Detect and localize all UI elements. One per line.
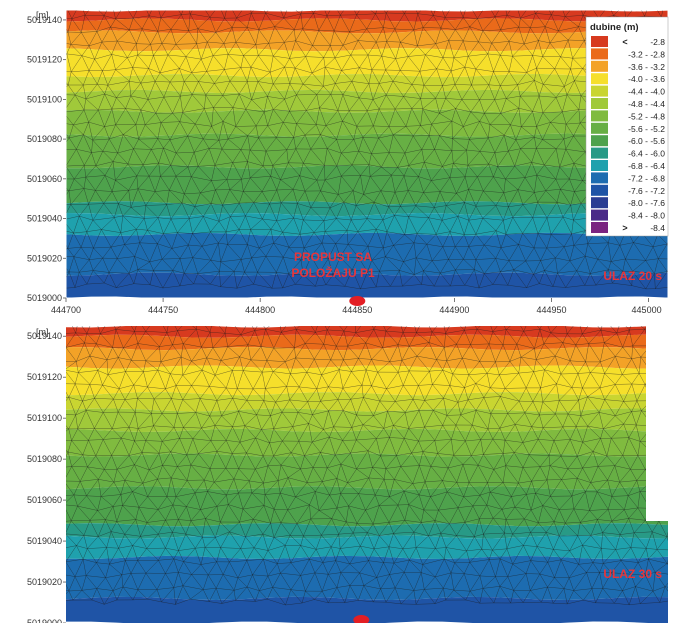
legend-symbol: < <box>622 37 627 47</box>
x-tick-label: 444900 <box>439 305 469 315</box>
y-tick-label: 5019060 <box>27 495 62 505</box>
flow-time-label-1: ULAZ 20 s <box>603 269 662 283</box>
legend-range: -3.2 - -2.8 <box>628 49 665 59</box>
depth-legend: dubine (m) < -2.8 -3.2 - -2.8 -3.6 - -3.2 -4… <box>586 17 668 236</box>
culvert-note-line-1: PROPUST SA <box>294 250 372 264</box>
y-tick-label: 5019040 <box>27 214 62 224</box>
legend-swatch <box>591 210 608 221</box>
legend-swatch <box>591 222 608 233</box>
legend-swatch <box>591 160 608 171</box>
legend-range: -4.4 - -4.0 <box>628 87 665 97</box>
y-axis-1: [m] 501914050191205019100501908050190605… <box>27 10 66 303</box>
y-tick-label: 5019120 <box>27 55 62 65</box>
y-tick-label: 5019140 <box>27 15 62 25</box>
legend-range: -8.4 <box>650 223 665 233</box>
depth-band <box>66 392 668 412</box>
legend-swatch <box>591 86 608 97</box>
depth-band <box>66 486 668 526</box>
legend-swatch <box>591 197 608 208</box>
legend-swatch <box>591 36 608 47</box>
legend-range: -4.8 - -4.4 <box>628 99 665 109</box>
legend-swatch <box>591 148 608 159</box>
y-tick-label: 5019000 <box>27 293 62 303</box>
legend-swatch <box>591 172 608 183</box>
y-tick-label: 5019000 <box>27 618 62 623</box>
y-tick-label: 5019100 <box>27 94 62 104</box>
depth-band <box>66 90 668 113</box>
legend-swatch <box>591 135 608 146</box>
legend-swatch <box>591 98 608 109</box>
depth-band <box>66 347 668 369</box>
culvert-note-line-2: POLOŽAJU P1 <box>291 265 375 280</box>
legend-range: -2.8 <box>650 37 665 47</box>
x-tick-label: 445000 <box>632 305 662 315</box>
y-tick-label: 5019100 <box>27 413 62 423</box>
x-tick-label: 444850 <box>342 305 372 315</box>
legend-range: -5.2 - -4.8 <box>628 111 665 121</box>
depth-map-panel-2: [m] 501914050191205019100501908050190605… <box>27 316 673 624</box>
y-tick-label: 5019080 <box>27 454 62 464</box>
y-tick-label: 5019020 <box>27 253 62 263</box>
legend-swatch <box>591 185 608 196</box>
legend-range: -6.0 - -5.6 <box>628 136 665 146</box>
x-tick-label: 444700 <box>51 305 81 315</box>
legend-range: -7.2 - -6.8 <box>628 173 665 183</box>
legend-range: -3.6 - -3.2 <box>628 62 665 72</box>
y-axis-2: [m] 501914050191205019100501908050190605… <box>27 327 66 623</box>
depth-band <box>66 454 668 490</box>
legend-range: -8.0 - -7.6 <box>628 198 665 208</box>
x-tick-label: 444800 <box>245 305 275 315</box>
y-tick-label: 5019080 <box>27 134 62 144</box>
dry-area-blank <box>646 326 673 521</box>
legend-range: -6.4 - -6.0 <box>628 149 665 159</box>
y-tick-label: 5019120 <box>27 372 62 382</box>
legend-range: -8.4 - -8.0 <box>628 211 665 221</box>
legend-symbol: > <box>622 223 627 233</box>
legend-range: -7.6 - -7.2 <box>628 186 665 196</box>
legend-swatch <box>591 123 608 134</box>
legend-swatch <box>591 48 608 59</box>
x-tick-label: 444950 <box>536 305 566 315</box>
legend-range: -5.6 - -5.2 <box>628 124 665 134</box>
legend-swatch <box>591 110 608 121</box>
legend-title: dubine (m) <box>590 22 639 33</box>
legend-swatch <box>591 73 608 84</box>
culvert-marker-1 <box>349 296 365 306</box>
x-tick-label: 444750 <box>148 305 178 315</box>
depth-band <box>66 409 668 433</box>
legend-range: -4.0 - -3.6 <box>628 74 665 84</box>
y-tick-label: 5019140 <box>27 331 62 341</box>
y-tick-label: 5019060 <box>27 174 62 184</box>
y-tick-label: 5019040 <box>27 536 62 546</box>
y-tick-label: 5019020 <box>27 577 62 587</box>
legend-range: -6.8 - -6.4 <box>628 161 665 171</box>
depth-map-panel-1: [m] 501914050191205019100501908050190605… <box>27 0 673 315</box>
flow-time-label-2: ULAZ 30 s <box>603 567 662 581</box>
legend-swatch <box>591 61 608 72</box>
